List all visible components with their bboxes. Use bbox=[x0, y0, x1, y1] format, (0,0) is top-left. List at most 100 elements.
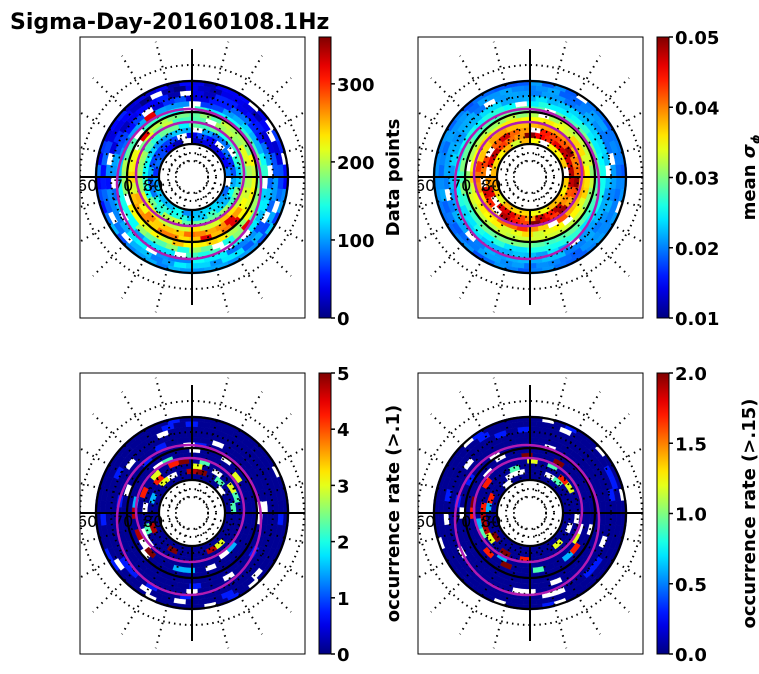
colorbar-gradient bbox=[656, 36, 670, 319]
mlt-meridian-dotted bbox=[533, 192, 568, 313]
mlt-meridian-dotted bbox=[540, 413, 630, 503]
heatmap-cell bbox=[529, 90, 543, 97]
colorbar-tick-label: 0.01 bbox=[675, 309, 719, 330]
grid bbox=[418, 377, 643, 649]
mlt-meridian-dotted bbox=[202, 413, 292, 503]
heatmap-cell bbox=[188, 583, 202, 590]
colorbar-tick-label: 0 bbox=[337, 645, 350, 666]
mlt-meridian-dotted bbox=[418, 520, 517, 579]
grid bbox=[80, 377, 305, 649]
lat-circle-dotted bbox=[505, 152, 555, 202]
heatmap-cell bbox=[599, 176, 607, 190]
lat-circle-dotted bbox=[167, 488, 217, 538]
mlt-meridian-dotted bbox=[543, 446, 643, 506]
lat-label: 60 bbox=[77, 512, 97, 531]
lat-label: 80 bbox=[143, 176, 163, 195]
mlt-meridian-dotted bbox=[537, 55, 601, 164]
grid bbox=[80, 41, 305, 313]
mlt-meridian-dotted bbox=[418, 111, 517, 170]
mlt-meridian-dotted bbox=[459, 526, 523, 635]
mlt-meridian-dotted bbox=[418, 516, 515, 545]
mlt-meridian-dotted bbox=[121, 190, 185, 299]
heatmap-cell bbox=[521, 231, 534, 238]
mlt-meridian-dotted bbox=[545, 180, 643, 209]
heatmap-cell bbox=[188, 247, 202, 254]
colorbar-tick-label: 300 bbox=[337, 75, 375, 96]
mlt-meridian-dotted bbox=[80, 145, 177, 174]
mlt-meridian-dotted bbox=[205, 184, 305, 244]
mlt-meridian-dotted bbox=[537, 190, 601, 299]
mlt-meridian-dotted bbox=[430, 77, 520, 167]
lat-label: 80 bbox=[143, 512, 163, 531]
colorbar-label: mean σϕ bbox=[739, 134, 759, 220]
oval-boundary-equatorward bbox=[453, 107, 601, 261]
colorbar: 0 100 200 300 Data points bbox=[318, 36, 404, 330]
mlt-meridian-dotted bbox=[195, 377, 230, 498]
heatmap-cell bbox=[183, 567, 196, 574]
lat-label: 80 bbox=[481, 176, 501, 195]
mlt-meridian-dotted bbox=[205, 110, 305, 170]
mlt-meridian-dotted bbox=[205, 520, 305, 580]
heatmap-cell bbox=[567, 512, 575, 524]
colorbar-gradient bbox=[318, 372, 332, 655]
mlt-meridian-dotted bbox=[121, 55, 185, 164]
colorbar-tick-label: 0.02 bbox=[675, 239, 719, 260]
heatmap-cell bbox=[277, 500, 284, 514]
heatmap-cell bbox=[438, 176, 445, 190]
mlt-meridian-dotted bbox=[533, 528, 568, 649]
lat-circle-dotted bbox=[175, 496, 209, 530]
mlt-meridian-dotted bbox=[418, 481, 515, 510]
mlt-meridian-dotted bbox=[207, 481, 305, 510]
mlt-meridian-dotted bbox=[92, 523, 182, 613]
mlt-meridian-dotted bbox=[492, 528, 527, 649]
heatmap-cell bbox=[438, 500, 445, 514]
mlt-meridian-dotted bbox=[540, 187, 630, 277]
colorbar-tick-label: 200 bbox=[337, 153, 375, 174]
mlt-meridian-dotted bbox=[537, 526, 601, 635]
mlt-meridian-dotted bbox=[202, 523, 292, 613]
mlt-meridian-dotted bbox=[418, 145, 515, 174]
mlt-meridian-dotted bbox=[540, 523, 630, 613]
heatmap-cell bbox=[599, 164, 607, 178]
colorbar-label: occurrence rate (>.1) bbox=[383, 405, 404, 622]
heatmap-cell bbox=[615, 500, 622, 514]
mlt-meridian-dotted bbox=[533, 377, 568, 498]
mlt-meridian-dotted bbox=[195, 192, 230, 313]
mlt-meridian-dotted bbox=[459, 55, 523, 164]
mlt-meridian-dotted bbox=[533, 41, 568, 162]
colorbar-tick-label: 4 bbox=[337, 420, 350, 441]
colorbar-label-text: Data points bbox=[383, 119, 404, 237]
colorbar-label: Data points bbox=[383, 119, 404, 237]
mlt-meridian-dotted bbox=[543, 520, 643, 580]
oval-boundary-poleward bbox=[472, 456, 584, 564]
heatmap-cell bbox=[599, 500, 607, 514]
heatmap-cell bbox=[526, 583, 540, 590]
colorbar: 0.01 0.02 0.03 0.04 0.05 mean σϕ bbox=[656, 28, 759, 330]
heatmap-cells bbox=[432, 415, 628, 611]
colorbar-label-main: mean bbox=[739, 158, 759, 220]
heatmap-cell bbox=[100, 176, 107, 190]
mlt-meridian-dotted bbox=[537, 391, 601, 500]
lat-circle-dotted bbox=[175, 160, 209, 194]
mlt-meridian-dotted bbox=[418, 180, 515, 209]
colorbar-tick-label: 0 bbox=[337, 309, 350, 330]
mlt-meridian-dotted bbox=[199, 391, 263, 500]
mlt-meridian-dotted bbox=[540, 77, 630, 167]
mlt-meridian-dotted bbox=[418, 447, 517, 506]
heatmap-cell bbox=[100, 512, 107, 526]
heatmap-cell bbox=[521, 567, 534, 574]
mlt-meridian-dotted bbox=[154, 192, 189, 313]
colorbar-tick-label: 1.5 bbox=[675, 434, 707, 455]
heatmap-cell bbox=[526, 100, 540, 107]
mlt-meridian-dotted bbox=[121, 391, 185, 500]
colorbar-gradient bbox=[656, 372, 670, 655]
mlt-meridian-dotted bbox=[154, 41, 189, 162]
lat-label: 60 bbox=[77, 176, 97, 195]
mlt-meridian-dotted bbox=[121, 526, 185, 635]
mlt-meridian-dotted bbox=[207, 145, 305, 174]
oval-boundary-poleward bbox=[134, 120, 246, 228]
colorbar-tick-label: 5 bbox=[337, 364, 350, 385]
